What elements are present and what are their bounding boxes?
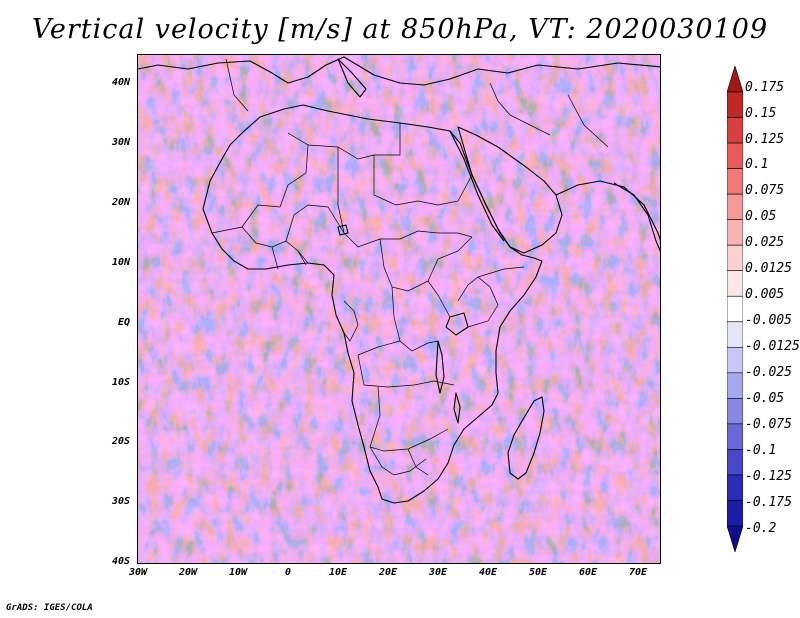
lon-label-70e: 70E [628, 567, 648, 578]
italy-coastline [337, 58, 367, 98]
colorbar-label: 0.005 [745, 287, 785, 302]
colorbar-label: 0.075 [745, 183, 785, 198]
colorbar-label: 0.175 [745, 80, 785, 95]
lon-label-30e: 30E [428, 567, 448, 578]
lat-label-40s: 40S [111, 556, 130, 567]
colorbar [727, 66, 743, 552]
lat-label-20n: 20N [111, 197, 130, 208]
madagascar-coastline [507, 396, 545, 480]
lat-label-40n: 40N [111, 77, 130, 88]
colorbar-label: 0.1 [745, 157, 769, 172]
grads-credit: GrADS: IGES/COLA [6, 603, 93, 613]
colorbar-label: 0.125 [745, 132, 785, 147]
lake-malawi [453, 392, 461, 424]
lat-label-30s: 30S [111, 496, 130, 507]
velocity-map [137, 54, 661, 564]
africa-coastline [202, 104, 543, 504]
lat-label-20s: 20S [111, 436, 130, 447]
colorbar-swatch [727, 244, 743, 272]
map-title: Vertical velocity [m/s] at 850hPa, VT: 2… [31, 14, 769, 45]
colorbar-swatch [727, 91, 743, 118]
lake-chad [337, 224, 349, 236]
colorbar-swatch [727, 500, 743, 527]
colorbar-swatch [727, 295, 743, 323]
colorbar-swatch [727, 219, 743, 246]
red-sea [449, 130, 505, 242]
colorbar-swatch [727, 270, 743, 297]
colorbar-swatch [727, 193, 743, 220]
colorbar-label: -0.005 [745, 313, 792, 328]
colorbar-label: 0.025 [745, 235, 785, 250]
lon-label-0: 0 [284, 567, 292, 578]
lat-label-10n: 10N [111, 257, 130, 268]
colorbar-swatch [727, 168, 743, 195]
colorbar-swatch [727, 117, 743, 144]
colorbar-label: 0.05 [745, 209, 777, 224]
colorbar-label: -0.2 [745, 521, 777, 536]
colorbar-label: -0.175 [745, 495, 792, 510]
lon-label-50e: 50E [528, 567, 548, 578]
lon-label-20w: 20W [178, 567, 198, 578]
colorbar-bottom-triangle [727, 525, 743, 552]
colorbar-swatch [727, 398, 743, 425]
lake-tanganyika [435, 340, 445, 394]
colorbar-label: -0.025 [745, 365, 792, 380]
lake-victoria [445, 312, 469, 336]
lat-label-10s: 10S [111, 377, 130, 388]
colorbar-swatch [727, 346, 743, 374]
colorbar-label: 0.0125 [745, 261, 792, 276]
colorbar-swatch [727, 449, 743, 476]
europe-coastline [138, 56, 660, 86]
colorbar-label: -0.075 [745, 417, 792, 432]
asia-coastline [555, 180, 660, 241]
lon-label-10w: 10W [228, 567, 248, 578]
lon-label-20e: 20E [378, 567, 398, 578]
colorbar-label: -0.0125 [745, 339, 800, 354]
colorbar-swatch [727, 423, 743, 450]
lon-label-30w: 30W [128, 567, 148, 578]
colorbar-label: -0.05 [745, 391, 785, 406]
lon-label-40e: 40E [478, 567, 498, 578]
colorbar-top-triangle [727, 66, 743, 93]
colorbar-label: -0.125 [745, 469, 792, 484]
colorbar-swatch [727, 372, 743, 399]
colorbar-swatch [727, 142, 743, 169]
colorbar-label: -0.1 [745, 443, 777, 458]
lat-label-30n: 30N [111, 137, 130, 148]
lat-label-eq: EQ [117, 317, 130, 328]
arabia-coastline [457, 126, 563, 254]
colorbar-swatch [727, 474, 743, 501]
velocity-field-texture [138, 55, 660, 563]
coastlines [138, 56, 660, 504]
colorbar-label: 0.15 [745, 106, 777, 121]
lon-label-10e: 10E [328, 567, 348, 578]
lon-label-60e: 60E [578, 567, 598, 578]
india-coastline [613, 182, 660, 252]
country-borders [211, 58, 609, 476]
colorbar-swatch [727, 321, 743, 348]
